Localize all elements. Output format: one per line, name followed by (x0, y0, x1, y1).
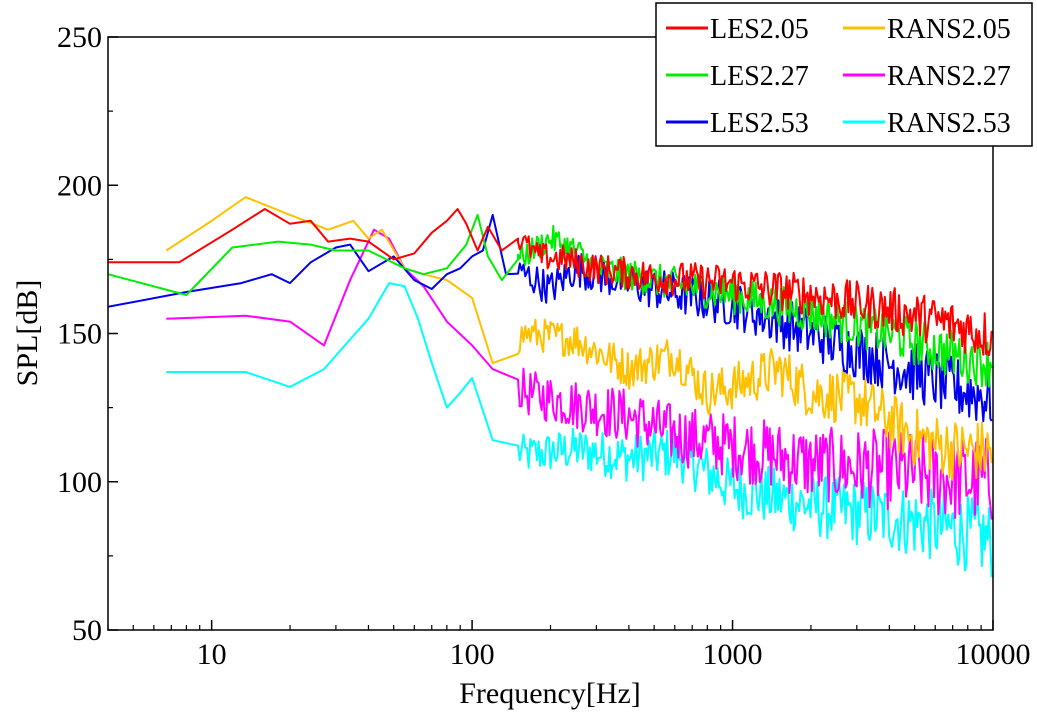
legend-label: RANS2.05 (887, 14, 1011, 45)
x-tick-label: 1000 (703, 638, 763, 671)
y-tick-label: 200 (57, 169, 102, 202)
legend-label: RANS2.27 (887, 61, 1011, 92)
legend-label: LES2.27 (710, 61, 809, 92)
y-tick-label: 250 (57, 21, 102, 54)
x-tick-label: 10 (197, 638, 227, 671)
x-tick-label: 100 (450, 638, 495, 671)
legend-label: LES2.05 (710, 14, 809, 45)
legend: LES2.05 LES2.27 LES2.53 RANS2.05 RANS2.27 RAN… (655, 2, 1033, 147)
y-tick-label: 150 (57, 318, 102, 351)
series-line-rans2-05 (165, 196, 993, 481)
series-line-rans2-27 (166, 228, 993, 520)
y-axis-title: SPL[dB] (11, 280, 44, 387)
legend-label: LES2.53 (710, 108, 809, 139)
x-tick-label: 10000 (956, 638, 1031, 671)
y-tick-label: 100 (57, 466, 102, 499)
legend-label: RANS2.53 (887, 108, 1011, 139)
y-tick-label: 50 (72, 614, 102, 647)
series-line-rans2-53 (166, 282, 993, 578)
series-line-les2-27 (108, 213, 993, 388)
x-axis-title: Frequency[Hz] (459, 677, 641, 710)
series-line-les2-05 (108, 208, 993, 357)
series-layer (108, 196, 993, 578)
tick-layer: 10 100 1000 10000 50 100 150 200 250 (57, 21, 1031, 671)
